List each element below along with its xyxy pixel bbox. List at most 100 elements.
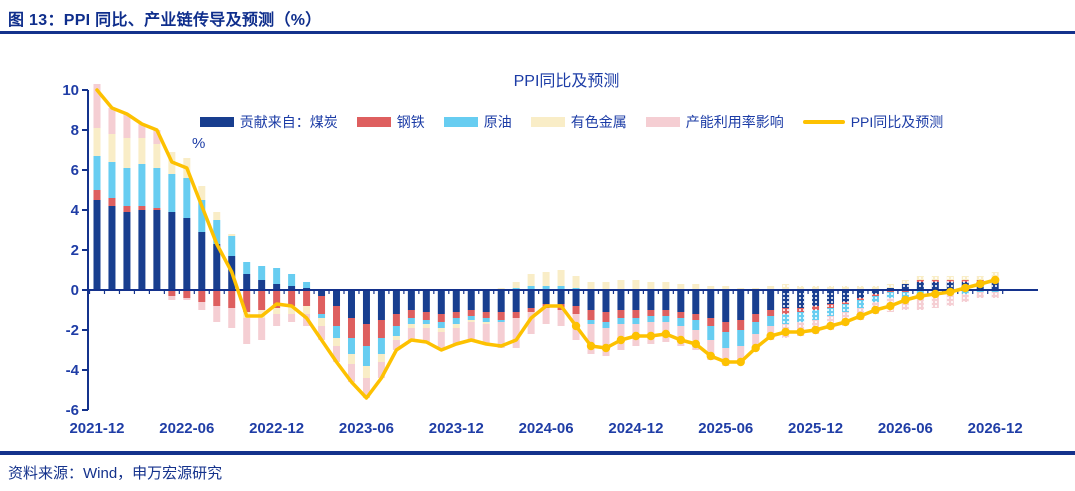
bar-segment [123,168,131,206]
bar-segment [677,290,685,312]
x-tick-label: 2024-12 [608,420,663,437]
bar-segment [572,290,580,306]
forecast-hatch [961,294,969,302]
bar-segment [273,308,281,314]
bar-segment [407,324,415,328]
bar-segment [422,320,430,324]
forecast-hatch [797,312,805,322]
title-divider [0,31,1075,34]
bar-segment [168,174,176,212]
bar-segment [228,290,236,308]
bar-segment [572,276,580,288]
line-marker [841,317,850,327]
legend-item-oil: 原油 [443,112,512,132]
bar-segment [333,338,341,346]
source-note: 资料来源：Wind，申万宏源研究 [8,465,223,482]
bar-segment [333,290,341,306]
bar-segment [318,314,326,318]
forecast-hatch [842,304,849,312]
bar-segment [482,324,490,344]
bar-segment [497,320,505,322]
forecast-hatch [916,296,924,310]
bar-segment [647,290,655,310]
bar-segment [542,308,550,324]
bar-segment [587,282,595,290]
forecast-hatch [856,290,864,298]
x-tick-label: 2022-06 [159,420,214,437]
bar-segment [752,314,760,322]
forecast-hatch [842,302,849,304]
bar-segment [138,206,146,210]
bar-segment [422,328,430,342]
capacity-swatch [645,117,680,127]
bar-segment [168,290,176,296]
line-marker [856,311,865,321]
forecast-hatch [871,286,879,290]
bar-segment [377,354,385,362]
line-marker [781,327,790,337]
bar-segment [288,290,296,306]
bar-segment [692,314,700,320]
forecast-hatch [871,294,879,296]
bar-segment [407,290,415,310]
bar-segment [213,306,221,322]
forecast-hatch [946,276,954,280]
bar-segment [333,306,341,326]
x-tick-label: 2023-06 [339,420,394,437]
bar-segment [512,318,520,348]
y-tick-label: 10 [62,82,79,99]
bar-segment [183,298,191,300]
bar-segment [647,316,655,322]
forecast-hatch [931,282,939,290]
bar-segment [318,326,326,340]
bar-segment [168,212,176,290]
bar-segment [153,144,161,168]
legend-label: 贡献来自：煤炭 [239,114,338,130]
ppi-chart-svg: -6 -4 -2 0 2 4 6 8 10 2021-12 2022-06 2022-12 2023-0… [62,82,1038,437]
chart-legend: 贡献来自：煤炭 钢铁 原油 有色金属 产能利用率影响 PPI同比及预测 [88,112,1055,132]
forecast-hatch [916,282,924,290]
forecast-hatch [797,286,805,290]
bar-segment [138,164,146,206]
bar-segment [767,310,775,316]
bar-segment [662,310,670,316]
bar-segment [108,134,116,162]
forecast-hatch [931,280,939,282]
bar-segment [153,208,161,210]
bar-segment [557,310,565,326]
forecast-hatch [901,292,909,298]
bar-segment [467,322,475,340]
bar-segment [377,290,385,320]
y-tick-label: 6 [71,162,79,179]
forecast-hatch [856,298,864,300]
bar-segment [497,322,505,348]
bar-segment [737,330,745,346]
bar-segment [288,306,296,314]
bar-segment [273,268,281,284]
bar-segment [647,310,655,316]
forecast-hatch [916,276,924,280]
bar-segment [752,322,760,334]
bar-segment [497,312,505,320]
bar-segment [213,244,221,290]
bar-segment [632,310,640,318]
bar-segment [557,270,565,286]
x-tick-label: 2024-06 [519,420,574,437]
bar-segment [362,346,370,366]
bar-segment [333,346,341,362]
bar-segment [213,220,221,244]
forecast-hatch [782,308,790,314]
bar-segment [422,290,430,312]
bar-segment [228,234,236,236]
bar-segment [437,332,445,350]
line-marker [886,301,895,311]
bar-segment [467,290,475,310]
bar-segment [677,284,685,290]
bar-segment [198,186,206,200]
line-marker [991,275,1000,285]
forecast-hatch [916,280,924,282]
forecast-hatch [797,290,805,308]
forecast-hatch [782,290,790,308]
bar-segment [273,314,281,326]
forecast-hatch [782,284,790,290]
